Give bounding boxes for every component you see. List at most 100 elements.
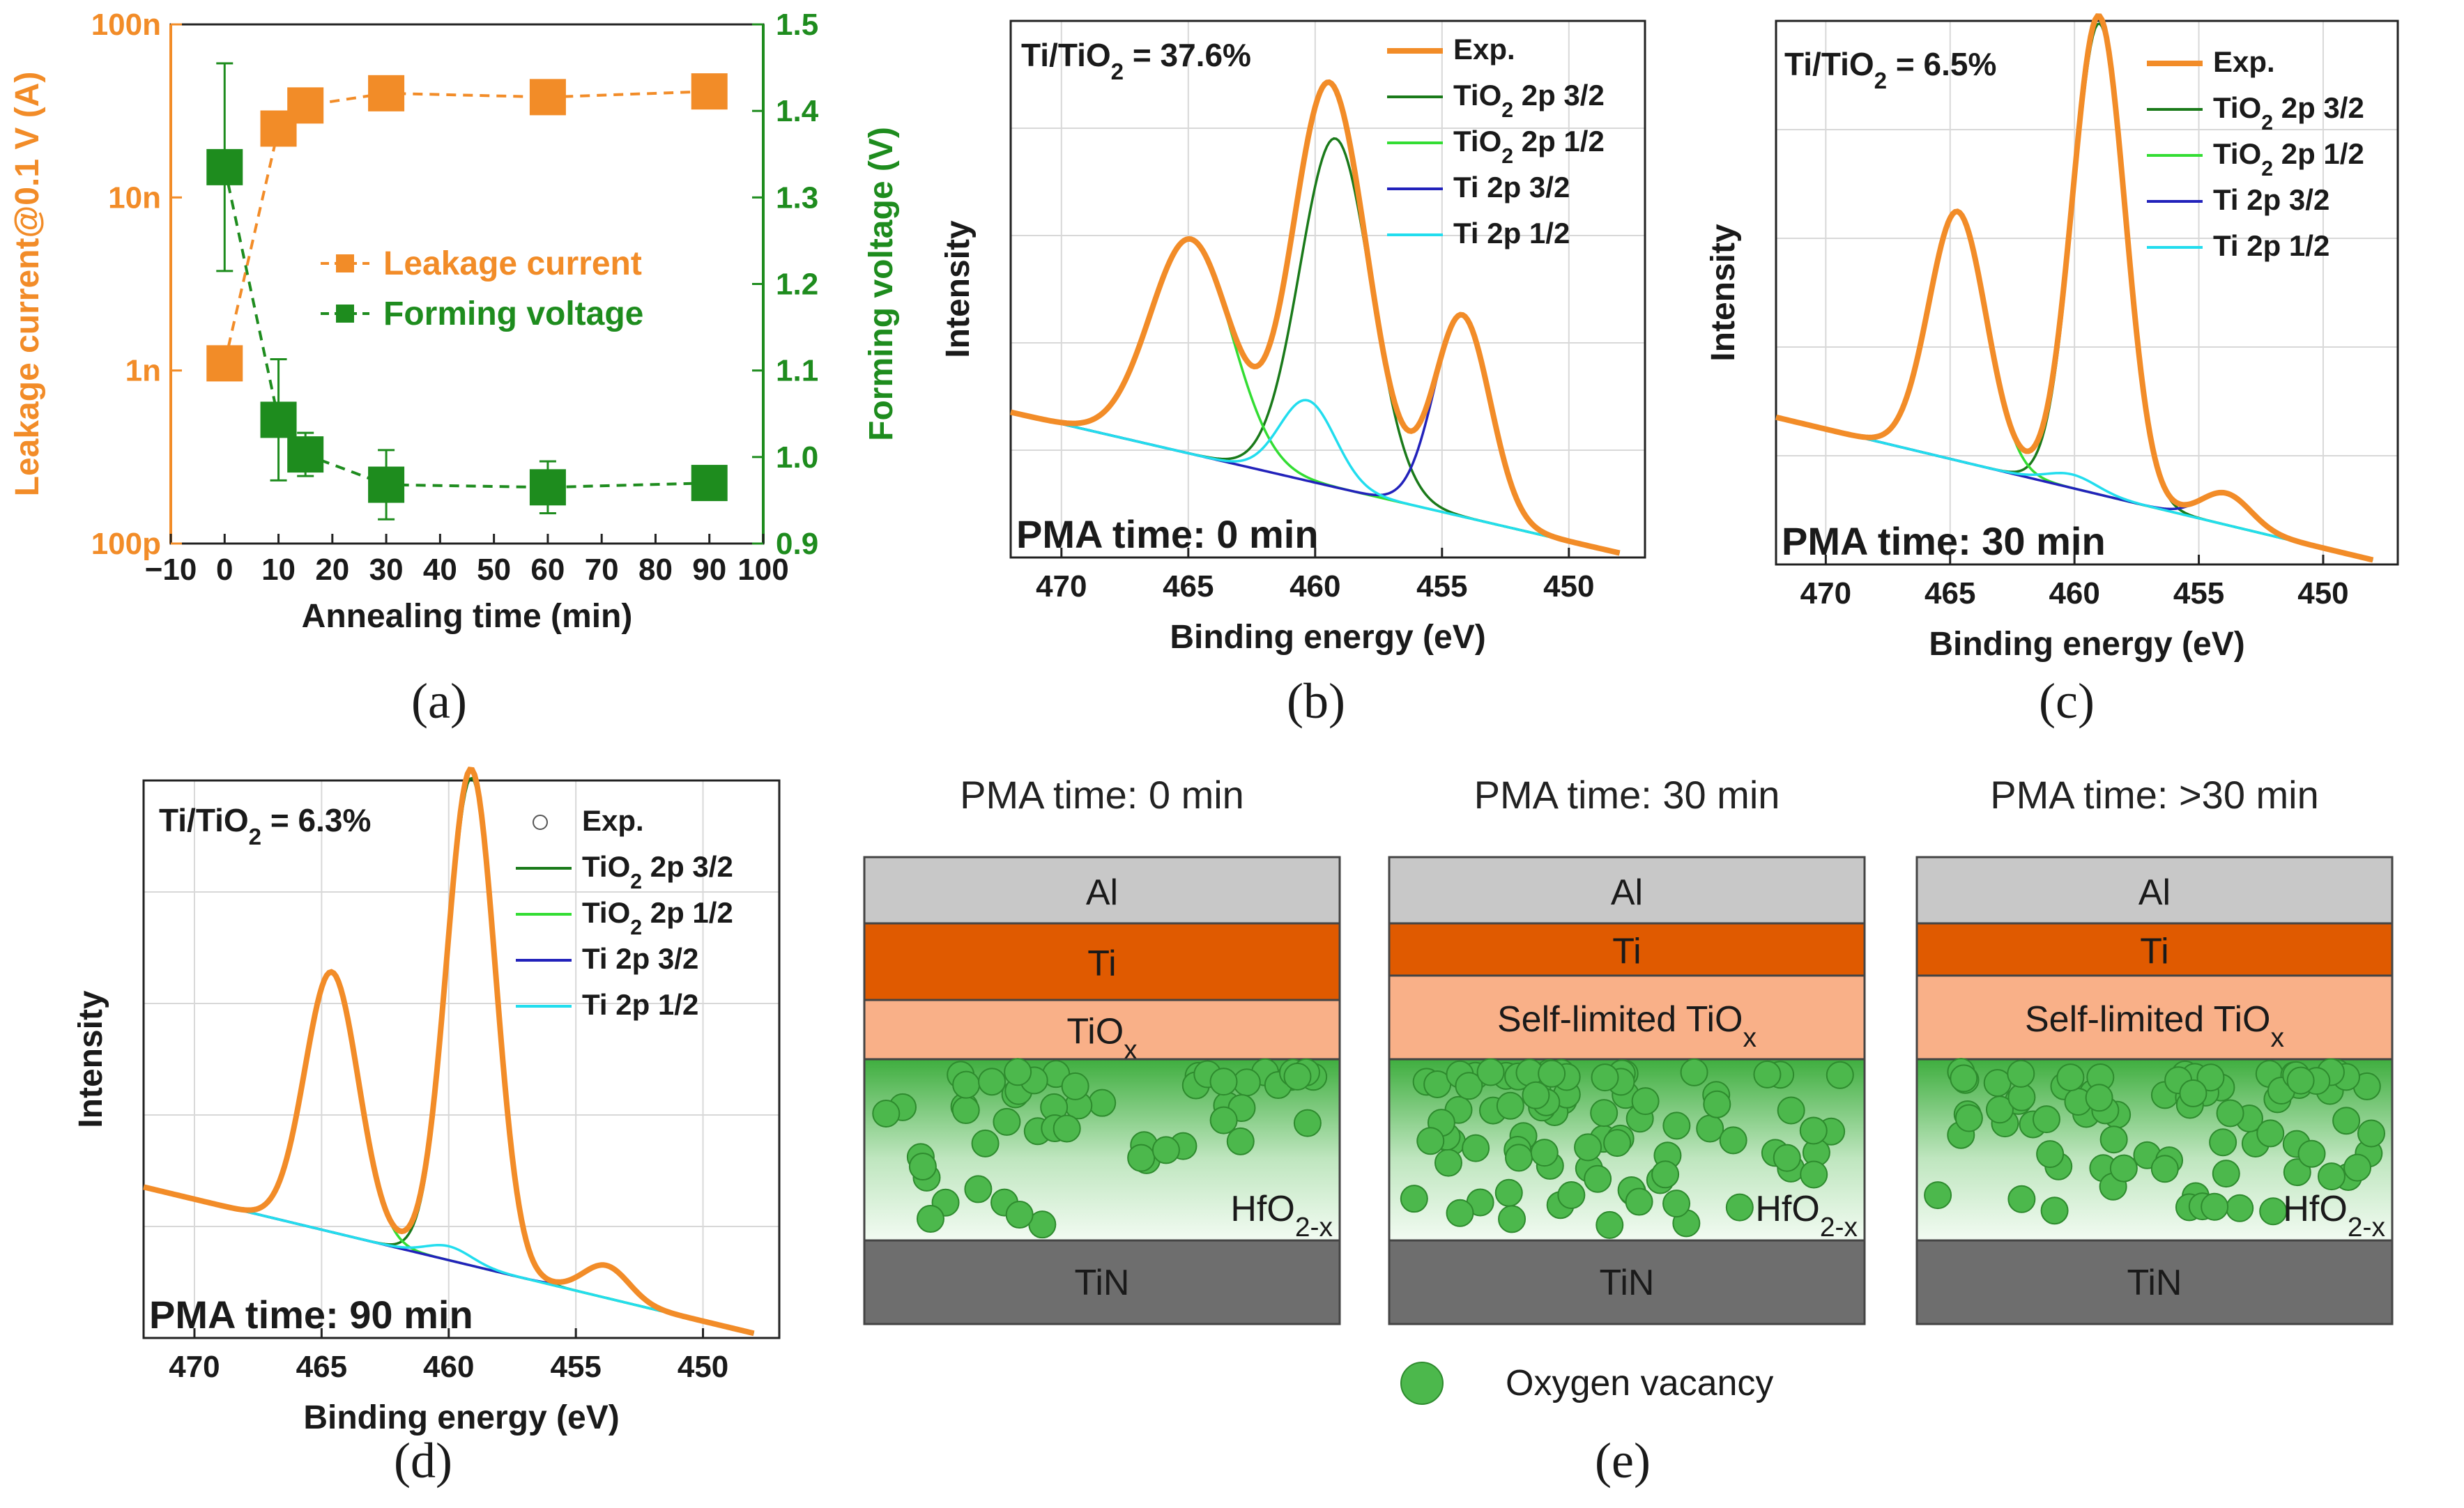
legend-label: Exp. [2213,45,2275,78]
panel-a: −10 0 10 20 30 40 50 60 70 80 90 100 100p 1n 10n 100n 0.… [9,8,900,635]
y-right-tick-label: 1.5 [776,8,818,42]
x-tick-label: 460 [423,1350,474,1384]
leakage-point [529,79,566,116]
oxygen-vacancy [1590,1099,1619,1128]
oxygen-vacancy [2317,1162,2346,1191]
oxygen-vacancy [1631,1087,1660,1116]
x-tick-label: 40 [423,553,457,587]
oxygen-vacancy [1574,1133,1602,1162]
oxygen-vacancy [1494,1178,1523,1207]
x-tick-label: 455 [1416,569,1467,603]
oxygen-vacancy [1538,1059,1566,1088]
tin-label: TiN [2127,1263,2182,1303]
x-axis-label: Binding energy (eV) [1170,619,1485,656]
forming-point [287,436,324,473]
tin-label: TiN [1600,1263,1655,1303]
oxygen-vacancy [1983,1069,2012,1098]
oxygen-vacancy [916,1205,944,1233]
plot-frame [142,779,781,1339]
oxygen-vacancy [1496,1091,1524,1120]
al-label: Al [1611,872,1643,913]
legend-label: TiO2 2p 3/2 [1453,79,1605,122]
oxygen-vacancy [2212,1160,2240,1188]
oxygen-vacancy [1924,1181,1952,1210]
oxygen-vacancy [1662,1190,1691,1218]
tiox-layer [1915,974,2394,1061]
legend-label: Exp. [1453,33,1515,66]
oxygen-vacancy [2109,1154,2138,1183]
al-layer [1915,856,2394,925]
stack-title: PMA time: 30 min [1474,773,1780,817]
oxygen-vacancy [1662,1111,1691,1140]
exp-line [1010,79,1621,556]
oxygen-vacancy [1753,1060,1782,1088]
oxygen-vacancy [908,1153,937,1181]
oxygen-vacancy [1088,1088,1117,1117]
oxygen-vacancy [872,1100,901,1128]
x-tick-label: 450 [678,1350,728,1384]
oxygen-vacancy [952,1070,981,1099]
leakage-point [287,87,324,124]
oxygen-vacancy [1584,1164,1612,1193]
ti-layer [863,922,1341,1001]
oxygen-vacancy [1061,1072,1089,1100]
oxygen-vacancy [1725,1193,1754,1222]
oxygen-vacancy [1293,1109,1322,1137]
tiox-layer [1388,974,1866,1061]
x-tick-label: 10 [261,553,296,587]
oxygen-vacancy [1053,1114,1081,1143]
leakage-point [691,73,728,110]
oxygen-vacancy [1651,1160,1680,1189]
oxygen-vacancy [1400,1185,1428,1213]
plot-frame [1009,20,1646,559]
plot-frame [1775,20,2399,566]
oxygen-vacancy [951,1096,980,1125]
legend-label: Exp. [582,804,644,837]
oxygen-vacancy [1950,1064,1978,1093]
x-tick-label: 455 [550,1350,601,1384]
oxygen-vacancy [2036,1140,2065,1169]
oxygen-vacancy [2007,1185,2036,1213]
plot-frame [169,23,765,545]
oxygen-vacancy [1522,1081,1550,1109]
panel-d: 470 465 460 455 450 Binding energy (eV) Intens… [72,767,781,1436]
pma-time-label: PMA time: 30 min [1782,519,2106,563]
oxygen-vacancy [2283,1158,2311,1187]
y-left-tick-label: 10n [108,180,161,215]
tin-layer [1915,1239,2394,1325]
y-axis-label: Intensity [72,990,109,1128]
oxygen-vacancy [1498,1205,1526,1233]
stack-title: PMA time: 0 min [960,773,1244,817]
tiox-label: TiOx [1066,1012,1138,1065]
forming-point [529,469,566,506]
tin-layer [1388,1239,1866,1325]
al-label: Al [1086,872,1118,913]
legend-vacancy-marker [1400,1362,1444,1405]
legend-forming-label: Forming voltage [383,295,643,332]
legend-label: TiO2 2p 3/2 [582,850,733,893]
x-tick-label: 455 [2173,576,2224,610]
y-right-tick-label: 1.4 [776,94,819,128]
x-axis-label: Annealing time (min) [302,598,633,635]
ratio-label: Ti/TiO2 = 6.5% [1784,46,1996,94]
panel-label-d: (d) [394,1433,452,1488]
y-left-tick-label: 1n [125,354,161,388]
y-right-tick-label: 1.2 [776,268,818,302]
y-right-axis-label: Forming voltage (V) [863,127,900,441]
x-tick-label: 470 [169,1350,220,1384]
oxygen-vacancy [1127,1144,1156,1172]
panel-label-b: (b) [1287,673,1345,729]
forming-line [223,167,710,489]
oxygen-vacancy [2226,1194,2254,1222]
x-tick-label: 100 [737,553,788,587]
al-layer [1388,856,1866,925]
legend-label: TiO2 2p 1/2 [582,896,733,939]
legend-label: TiO2 2p 1/2 [2213,137,2364,180]
x-tick-label: 60 [530,553,565,587]
x-tick-label: 30 [369,553,404,587]
tin-layer [863,1239,1341,1325]
ratio-label: Ti/TiO2 = 6.3% [159,802,371,850]
ti-label: Ti [1612,932,1641,972]
oxygen-vacancy [1530,1139,1559,1167]
